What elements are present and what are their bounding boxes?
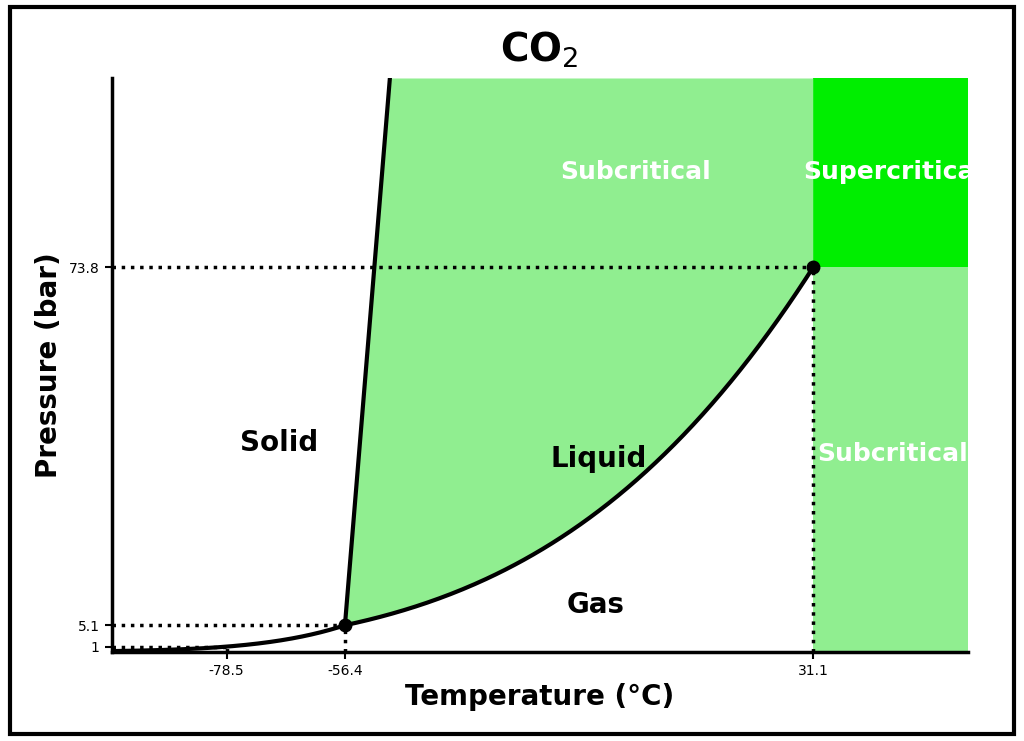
Title: CO$_2$: CO$_2$ xyxy=(501,30,579,70)
Text: Liquid: Liquid xyxy=(551,445,647,473)
Polygon shape xyxy=(813,268,968,652)
Polygon shape xyxy=(813,79,968,268)
Y-axis label: Pressure (bar): Pressure (bar) xyxy=(36,252,63,478)
Text: Subcritical: Subcritical xyxy=(561,160,712,185)
Text: Gas: Gas xyxy=(566,591,625,619)
Text: Solid: Solid xyxy=(240,429,318,457)
Text: Supercritical: Supercritical xyxy=(803,160,983,185)
Polygon shape xyxy=(345,79,813,625)
Text: Subcritical: Subcritical xyxy=(817,442,969,466)
X-axis label: Temperature (°C): Temperature (°C) xyxy=(406,683,675,711)
